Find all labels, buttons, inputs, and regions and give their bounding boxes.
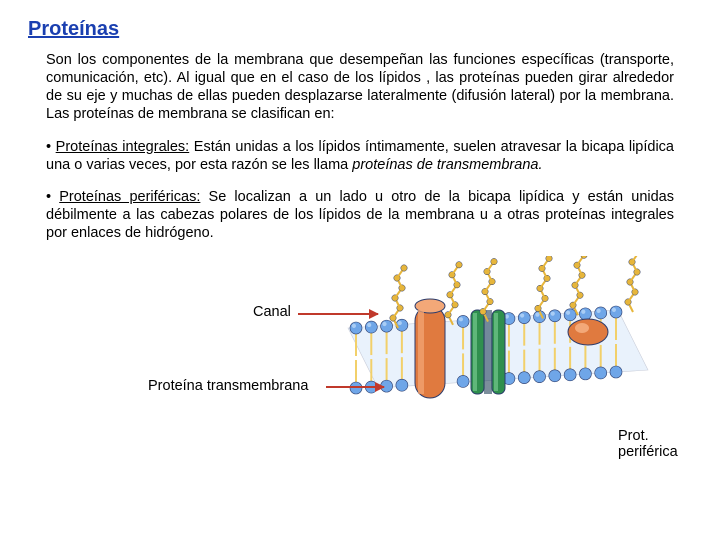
bullet-integrales: • Proteínas integrales: Están unidas a l… xyxy=(46,138,674,174)
membrane-svg xyxy=(338,256,658,446)
label-periferica: Prot. periférica xyxy=(618,428,692,460)
section-title: Proteínas xyxy=(28,18,692,41)
label-transmembrana: Proteína transmembrana xyxy=(148,378,308,394)
label-canal: Canal xyxy=(253,304,291,320)
diagram-zone: Canal Proteína transmembrana Prot. perif… xyxy=(28,256,692,446)
arrow-canal xyxy=(298,313,378,315)
bullet-integrales-label: Proteínas integrales: xyxy=(56,139,190,155)
bullet-perifericas: • Proteínas periféricas: Se localizan a … xyxy=(46,188,674,242)
membrane-diagram xyxy=(338,256,658,450)
arrow-transmembrana xyxy=(326,386,384,388)
intro-paragraph: Son los componentes de la membrana que d… xyxy=(46,51,674,124)
bullet-perifericas-label: Proteínas periféricas: xyxy=(59,189,200,205)
bullet-integrales-italic: proteínas de transmembrana. xyxy=(352,157,542,173)
